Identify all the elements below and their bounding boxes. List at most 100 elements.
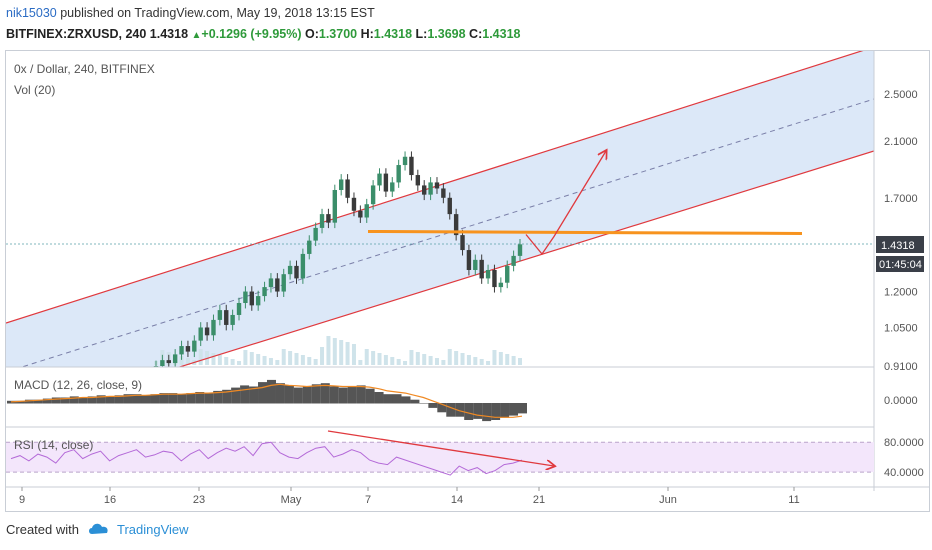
macd-bar — [275, 383, 285, 404]
candle-body — [466, 250, 472, 271]
candle-body — [236, 303, 242, 315]
tradingview-cloud-icon[interactable] — [87, 520, 111, 539]
candle-body — [415, 175, 421, 186]
macd-bar — [204, 393, 214, 404]
candle-body — [345, 179, 350, 198]
macd-bar — [33, 399, 43, 404]
volume-bars — [154, 336, 522, 365]
volume-label: Vol (20) — [14, 83, 55, 97]
volume-bar — [441, 360, 446, 365]
volume-bar — [492, 350, 497, 365]
price-tick: 2.1000 — [884, 136, 918, 148]
candle-body — [275, 278, 280, 292]
candle-body — [281, 274, 286, 292]
tradingview-link[interactable]: TradingView — [116, 522, 189, 537]
macd-bar — [168, 393, 178, 404]
time-tick-label: 16 — [104, 494, 116, 506]
candle-body — [338, 179, 344, 190]
candle-body — [453, 214, 459, 236]
volume-bar — [498, 352, 503, 365]
candles — [153, 151, 523, 367]
macd-bar — [437, 403, 447, 413]
candle-body — [255, 296, 261, 306]
macd-bar — [177, 394, 187, 404]
volume-bar — [198, 349, 203, 365]
macd-bar — [329, 386, 339, 404]
time-tick-label: 21 — [533, 494, 545, 506]
macd-label: MACD (12, 26, close, 9) — [14, 378, 142, 392]
macd-bar — [500, 403, 510, 418]
macd-bar — [338, 387, 348, 404]
candle-body — [294, 265, 299, 279]
price-tick: 1.0500 — [884, 322, 918, 334]
volume-bar — [256, 354, 261, 365]
candle-body — [319, 214, 325, 228]
macd-bar — [284, 385, 294, 404]
price-change: +0.1296 (+9.95%) — [201, 27, 302, 41]
candle-body — [287, 265, 293, 275]
candle-body — [172, 354, 178, 364]
candle-body — [332, 189, 338, 223]
price-axis[interactable]: 2.5000 2.1000 1.7000 1.2000 1.0500 0.9100 — [884, 89, 918, 373]
macd-bar — [195, 392, 205, 404]
macd-tick: 0.0000 — [884, 395, 918, 407]
volume-bar — [332, 338, 337, 365]
channel-fill — [6, 51, 874, 367]
macd-bar — [258, 382, 268, 404]
countdown-text: 01:45:04 — [879, 259, 922, 271]
volume-bar — [179, 356, 184, 365]
macd-bar — [132, 394, 142, 404]
volume-bar — [364, 349, 369, 365]
volume-bar — [275, 360, 280, 365]
high-label: H: — [360, 27, 374, 41]
volume-bar — [434, 358, 439, 365]
volume-bar — [345, 342, 350, 365]
candle-body — [370, 185, 376, 205]
volume-bar — [243, 350, 248, 365]
candle-body — [313, 227, 318, 241]
time-axis[interactable]: 9 16 23 May 7 14 21 Jun 11 — [19, 487, 800, 506]
countdown-badge — [876, 256, 924, 272]
macd-bar — [141, 395, 151, 404]
macd-bar — [374, 392, 384, 404]
macd-bar — [266, 379, 276, 404]
horizontal-level-line[interactable] — [367, 229, 803, 235]
macd-bar — [78, 397, 88, 404]
channel-upper-line[interactable] — [6, 51, 874, 324]
candle-body — [422, 185, 427, 195]
volume-bar — [320, 347, 325, 365]
price-tick: 2.5000 — [884, 89, 918, 101]
price-tick: 1.2000 — [884, 287, 918, 299]
rsi-tick-80: 80.0000 — [884, 437, 924, 449]
macd-bar — [87, 396, 97, 404]
channel-median-line[interactable] — [6, 98, 874, 372]
macd-bar — [356, 385, 366, 404]
price-chart[interactable]: 0x / Dollar, 240, BITFINEX Vol (20) 2.50… — [6, 51, 929, 511]
time-tick-label: May — [281, 494, 302, 506]
author-link[interactable]: nik15030 — [6, 6, 57, 20]
rsi-divergence-arrow[interactable] — [327, 430, 554, 466]
macd-bar — [347, 386, 357, 404]
ohlc-line: BITFINEX:ZRXUSD, 240 1.4318 ▲+0.1296 (+9… — [6, 27, 520, 41]
candle-body — [517, 244, 523, 256]
projection-arrow[interactable] — [525, 151, 606, 256]
volume-bar — [288, 351, 293, 365]
candle-body — [217, 310, 223, 320]
time-tick-label: 14 — [451, 494, 463, 506]
candle-body — [498, 282, 504, 288]
channel-lower-line[interactable] — [6, 150, 874, 421]
volume-bar — [473, 357, 478, 365]
time-tick-label: 9 — [19, 494, 25, 506]
high-value: 1.4318 — [373, 27, 413, 41]
macd-bar — [24, 399, 34, 404]
volume-bar — [479, 359, 484, 365]
chart-frame[interactable]: 0x / Dollar, 240, BITFINEX Vol (20) 2.50… — [5, 50, 930, 512]
macd-bar — [96, 395, 106, 404]
macd-bar — [231, 387, 241, 404]
candle-body — [505, 265, 510, 283]
volume-bar — [249, 352, 254, 365]
candle-body — [230, 314, 235, 325]
candle-body — [383, 173, 389, 192]
macd-bar — [240, 385, 250, 404]
volume-bar — [396, 359, 401, 365]
